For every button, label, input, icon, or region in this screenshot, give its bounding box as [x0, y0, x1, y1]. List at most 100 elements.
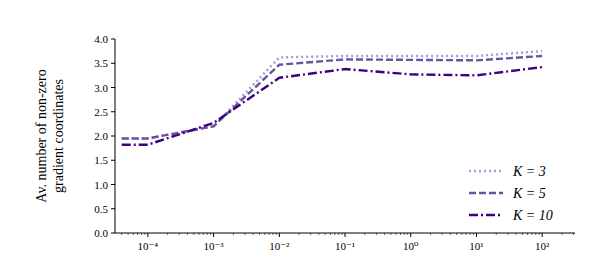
x-minor-tick [396, 233, 397, 235]
x-minor-tick [522, 233, 523, 235]
x-minor-tick [461, 233, 462, 235]
x-minor-tick [466, 233, 467, 235]
x-tick-label: 10⁻¹ [335, 240, 355, 252]
x-minor-tick [342, 233, 343, 235]
y-tick-label: 1.0 [94, 179, 108, 191]
x-minor-tick [450, 233, 451, 235]
x-minor-tick [325, 233, 326, 235]
y-tick [111, 208, 115, 209]
x-minor-tick [299, 233, 300, 235]
y-tick-label: 3.5 [94, 57, 108, 69]
x-minor-tick [531, 233, 532, 235]
x-minor-tick [203, 233, 204, 235]
y-tick [111, 63, 115, 64]
x-tick [147, 233, 148, 237]
plot-area [122, 51, 542, 145]
legend-label: K = 5 [512, 186, 546, 201]
x-minor-tick [456, 233, 457, 235]
x-tick-label: 10⁰ [403, 240, 419, 252]
x-minor-tick [318, 233, 319, 235]
x-minor-tick [527, 233, 528, 235]
y-tick-label: 4.0 [94, 33, 108, 45]
x-minor-tick [470, 233, 471, 235]
x-minor-tick [473, 233, 474, 235]
x-minor-tick [334, 233, 335, 235]
legend-label: K = 10 [512, 208, 553, 223]
x-minor-tick [137, 233, 138, 235]
series-line [122, 56, 542, 138]
chart: 0.00.51.01.52.02.53.03.54.010⁻⁴10⁻³10⁻²1… [0, 0, 616, 254]
x-minor-tick [141, 233, 142, 235]
x-minor-tick [384, 233, 385, 235]
x-tick-label: 10⁻⁴ [138, 240, 159, 252]
x-tick [345, 233, 346, 237]
x-tick-label: 10¹ [469, 240, 483, 252]
x-minor-tick [338, 233, 339, 235]
x-minor-tick [121, 233, 122, 235]
x-minor-tick [269, 233, 270, 235]
x-minor-tick [253, 233, 254, 235]
x-tick-label: 10⁻² [269, 240, 290, 252]
x-minor-tick [535, 233, 536, 235]
y-tick-label: 3.0 [94, 82, 108, 94]
y-tick [111, 39, 115, 40]
x-minor-tick [193, 233, 194, 235]
x-minor-tick [244, 233, 245, 235]
x-minor-tick [573, 233, 574, 235]
legend: K = 3 K = 5 K = 10 [469, 164, 553, 223]
x-minor-tick [179, 233, 180, 235]
y-tick-label: 2.5 [94, 106, 108, 118]
y-tick [111, 184, 115, 185]
y-tick [111, 136, 115, 137]
x-minor-tick [364, 233, 365, 235]
x-tick [476, 233, 477, 237]
x-minor-tick [407, 233, 408, 235]
x-minor-tick [404, 233, 405, 235]
x-minor-tick [539, 233, 540, 235]
x-minor-tick [187, 233, 188, 235]
x-tick [213, 233, 214, 237]
x-minor-tick [276, 233, 277, 235]
y-tick-label: 2.0 [94, 130, 108, 142]
legend-swatch [469, 214, 503, 216]
y-tick [111, 87, 115, 88]
x-minor-tick [199, 233, 200, 235]
x-tick [279, 233, 280, 237]
legend-swatch [469, 170, 503, 172]
y-tick-label: 0.0 [94, 227, 108, 239]
x-minor-tick [330, 233, 331, 235]
x-tick-label: 10² [535, 240, 550, 252]
legend-swatch [469, 192, 503, 194]
x-minor-tick [390, 233, 391, 235]
x-minor-tick [264, 233, 265, 235]
y-tick [111, 233, 115, 234]
y-tick [111, 111, 115, 112]
x-minor-tick [430, 233, 431, 235]
y-axis-label: gradient coordinates [51, 79, 66, 193]
y-tick-label: 0.5 [94, 203, 108, 215]
x-minor-tick [516, 233, 517, 235]
legend-label: K = 3 [512, 164, 546, 179]
series-line [122, 67, 542, 145]
x-tick-label: 10⁻³ [204, 240, 225, 252]
x-minor-tick [376, 233, 377, 235]
x-minor-tick [310, 233, 311, 235]
x-minor-tick [496, 233, 497, 235]
x-minor-tick [210, 233, 211, 235]
x-minor-tick [272, 233, 273, 235]
x-minor-tick [144, 233, 145, 235]
x-minor-tick [442, 233, 443, 235]
x-minor-tick [133, 233, 134, 235]
x-tick [410, 233, 411, 237]
x-minor-tick [507, 233, 508, 235]
x-tick [542, 233, 543, 237]
x-minor-tick [259, 233, 260, 235]
series-line [122, 51, 542, 138]
y-axis-label: Av. number of non-zero [34, 69, 49, 202]
y-tick [111, 160, 115, 161]
x-minor-tick [233, 233, 234, 235]
x-minor-tick [400, 233, 401, 235]
x-minor-tick [167, 233, 168, 235]
x-minor-tick [561, 233, 562, 235]
x-minor-tick [207, 233, 208, 235]
